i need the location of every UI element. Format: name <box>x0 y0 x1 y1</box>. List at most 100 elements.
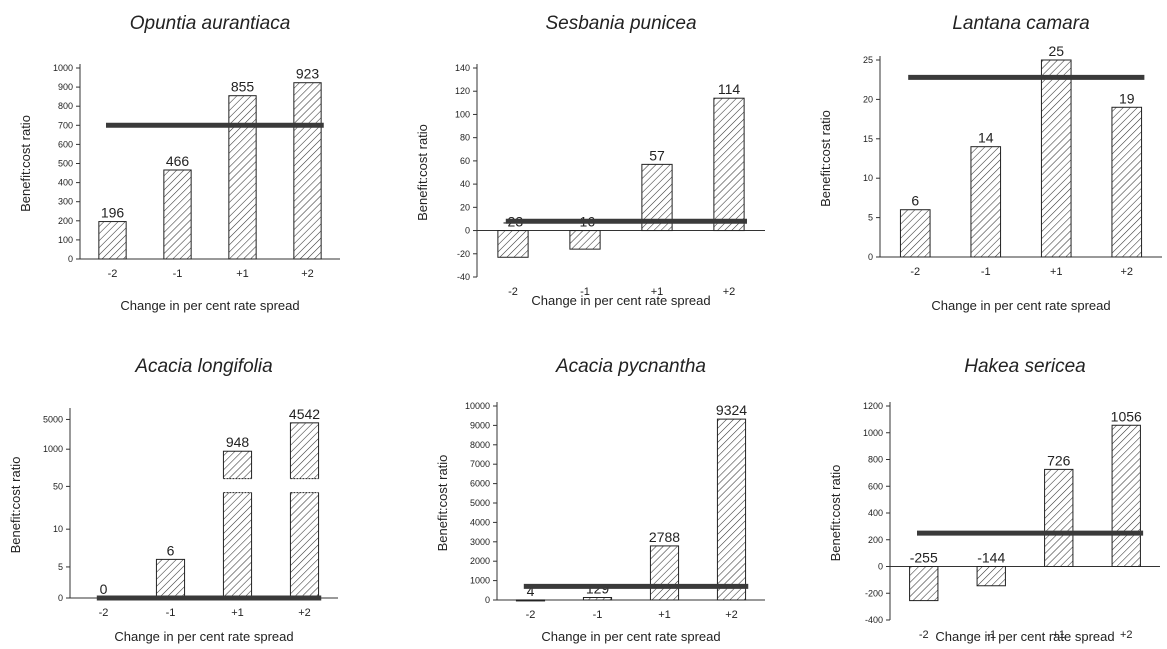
y-tick-label: 1000 <box>863 428 883 438</box>
bar <box>649 545 680 601</box>
chart-title: Lantana camara <box>952 13 1089 34</box>
x-tick-label: -1 <box>173 268 183 280</box>
x-axis-label: Change in per cent rate spread <box>114 629 293 644</box>
y-tick-label: 600 <box>868 481 883 491</box>
x-tick-label: -1 <box>986 629 996 641</box>
x-tick-label: -1 <box>981 266 991 278</box>
y-axis-label: Benefit:cost ratio <box>828 465 843 562</box>
data-label: 14 <box>978 130 994 146</box>
bar <box>899 209 931 258</box>
chart-panel-4: Acacia longifolia Change in per cent rate… <box>8 356 338 644</box>
y-tick-label: 1200 <box>863 401 883 411</box>
data-label: 4542 <box>289 406 320 422</box>
bar <box>155 558 186 599</box>
bar <box>716 418 747 601</box>
y-tick-label: 0 <box>878 562 883 572</box>
data-label: 114 <box>718 81 741 97</box>
chart-panel-3: Lantana camara Change in per cent rate sp… <box>818 13 1162 313</box>
x-axis-label: Change in per cent rate spread <box>931 298 1110 313</box>
y-tick-label: 80 <box>460 133 470 143</box>
bar <box>1040 59 1072 258</box>
data-label: 25 <box>1048 43 1064 59</box>
y-tick-label: 0 <box>58 593 63 603</box>
x-tick-label: +1 <box>1052 629 1065 641</box>
bar <box>909 566 939 602</box>
y-tick-label: 6000 <box>470 479 490 489</box>
bar <box>222 450 253 599</box>
y-tick-label: 60 <box>460 156 470 166</box>
x-tick-label: -2 <box>526 609 536 621</box>
x-tick-label: -1 <box>166 607 176 619</box>
x-tick-label: +1 <box>231 607 244 619</box>
y-tick-label: 20 <box>460 202 470 212</box>
y-tick-label: 200 <box>868 535 883 545</box>
y-tick-label: 3000 <box>470 537 490 547</box>
y-tick-label: 15 <box>863 134 873 144</box>
bar <box>98 221 127 260</box>
y-tick-label: 5000 <box>43 414 63 424</box>
x-tick-label: +1 <box>658 609 671 621</box>
x-tick-label: +2 <box>723 286 736 298</box>
chart-title: Hakea sericea <box>964 356 1085 377</box>
bar <box>970 146 1002 258</box>
y-axis-label: Benefit:cost ratio <box>415 124 430 221</box>
chart-title: Acacia pycnantha <box>555 356 706 377</box>
y-tick-label: 0 <box>868 252 873 262</box>
data-label: 6 <box>167 542 175 558</box>
chart-panel-6: Hakea sericea Change in per cent rate spr… <box>828 356 1160 644</box>
data-label: 196 <box>101 205 125 221</box>
y-tick-label: -200 <box>865 588 883 598</box>
y-tick-label: 140 <box>455 63 470 73</box>
x-tick-label: -1 <box>580 286 590 298</box>
data-label: -144 <box>977 550 1005 566</box>
data-label: 923 <box>296 66 320 82</box>
y-tick-label: 1000 <box>470 576 490 586</box>
bar <box>228 95 257 260</box>
y-tick-label: 2000 <box>470 556 490 566</box>
y-tick-label: 10 <box>863 173 873 183</box>
x-tick-label: +2 <box>1120 266 1133 278</box>
chart-panel-5: Acacia pycnantha Change in per cent rate … <box>435 356 765 644</box>
y-axis-label: Benefit:cost ratio <box>18 115 33 212</box>
y-tick-label: 1000 <box>53 63 73 73</box>
x-tick-label: -2 <box>919 629 929 641</box>
y-axis-label: Benefit:cost ratio <box>8 457 23 554</box>
x-axis-label: Change in per cent rate spread <box>935 629 1114 644</box>
data-label: 466 <box>166 153 190 169</box>
data-label: 0 <box>100 581 108 597</box>
x-tick-label: +1 <box>651 286 664 298</box>
bar <box>1044 468 1074 567</box>
y-tick-label: 4000 <box>470 517 490 527</box>
y-tick-label: 40 <box>460 179 470 189</box>
y-tick-label: 9000 <box>470 420 490 430</box>
y-tick-label: 100 <box>455 109 470 119</box>
y-tick-label: 900 <box>58 82 73 92</box>
x-tick-label: +1 <box>236 268 249 280</box>
y-tick-label: 20 <box>863 94 873 104</box>
y-tick-label: 800 <box>868 455 883 465</box>
y-tick-label: 300 <box>58 197 73 207</box>
chart-title: Sesbania punicea <box>545 13 696 34</box>
data-label: 726 <box>1047 452 1071 468</box>
y-tick-label: 0 <box>465 226 470 236</box>
x-tick-label: +2 <box>301 268 314 280</box>
y-tick-label: 25 <box>863 55 873 65</box>
y-tick-label: 600 <box>58 139 73 149</box>
bar <box>713 97 745 232</box>
x-tick-label: -1 <box>593 609 603 621</box>
x-tick-label: +2 <box>298 607 311 619</box>
bar <box>515 599 546 602</box>
y-tick-label: 500 <box>58 159 73 169</box>
y-axis-label: Benefit:cost ratio <box>818 110 833 207</box>
data-label: 1056 <box>1111 408 1142 424</box>
y-tick-label: -20 <box>457 249 470 259</box>
data-label: 57 <box>649 147 665 163</box>
data-label: -255 <box>910 550 938 566</box>
data-label: 19 <box>1119 90 1135 106</box>
y-tick-label: 8000 <box>470 440 490 450</box>
y-tick-label: 1000 <box>43 444 63 454</box>
bar <box>976 566 1006 587</box>
x-tick-label: +2 <box>725 609 738 621</box>
chart-panel-2: Sesbania punicea Change in per cent rate … <box>415 13 765 308</box>
